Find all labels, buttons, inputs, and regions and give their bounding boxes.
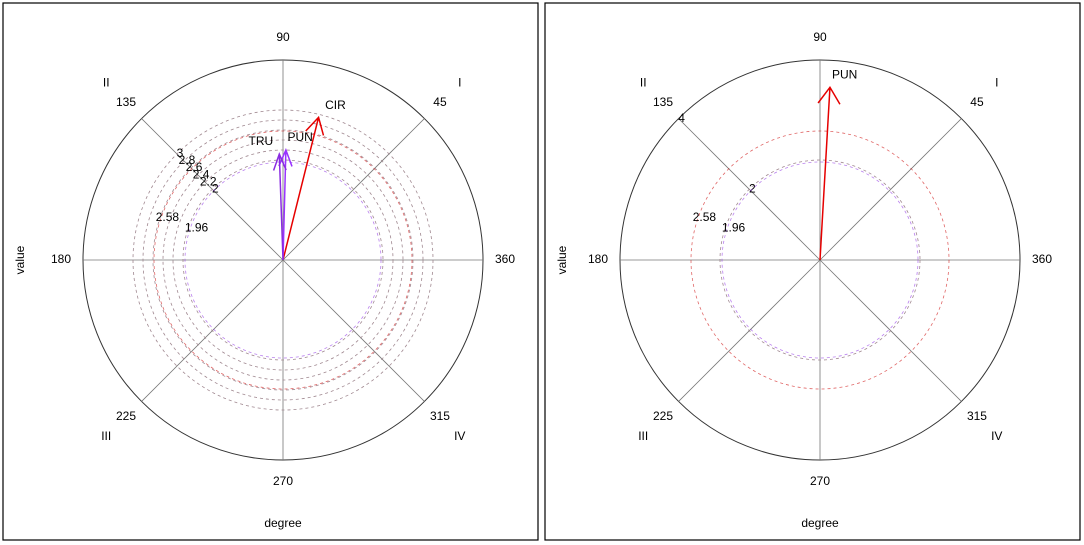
vector-label: PUN (288, 130, 313, 144)
angle-tick-label: 45 (970, 95, 984, 109)
angle-tick-label: 225 (653, 409, 673, 423)
angle-tick-label: 180 (588, 252, 608, 266)
angle-tick-label: 45 (433, 95, 447, 109)
grid-circle (719, 159, 921, 361)
quadrant-label: I (995, 75, 998, 89)
angle-tick-label: 270 (810, 474, 830, 488)
grid-circle (152, 129, 414, 391)
angle-tick-label: 360 (1032, 252, 1052, 266)
angle-tick-label: 315 (967, 409, 987, 423)
reference-circle (184, 161, 382, 359)
r-tick-label: 4 (678, 111, 685, 125)
angle-tick-label: 90 (276, 30, 290, 44)
y-axis-label: value (13, 245, 27, 274)
quadrant-label: III (638, 429, 648, 443)
angle-tick-label: 135 (653, 95, 673, 109)
vector-label: TRU (249, 134, 274, 148)
grid-circle (142, 119, 424, 401)
angle-tick-label: 135 (116, 95, 136, 109)
panel-frame (2, 2, 539, 541)
reference-circle (153, 130, 413, 390)
r-tick-label: 3 (177, 146, 184, 160)
reference-circle (721, 161, 919, 359)
r-tick-label: 2.4 (193, 167, 210, 181)
quadrant-label: II (640, 75, 647, 89)
reference-label: 1.96 (722, 221, 746, 235)
angle-tick-label: 90 (813, 30, 827, 44)
r-tick-label: 2.6 (186, 160, 203, 174)
r-tick-label: 2 (212, 181, 219, 195)
quadrant-label: III (101, 429, 111, 443)
r-tick-label: 2.2 (200, 174, 217, 188)
reference-label: 1.96 (185, 221, 209, 235)
angle-tick-label: 180 (51, 252, 71, 266)
vector-arrow (272, 151, 287, 261)
quadrant-label: I (458, 75, 461, 89)
vector-arrow (817, 85, 841, 261)
grid-circle (172, 149, 394, 371)
x-axis-label: degree (264, 516, 302, 530)
quadrant-label: II (103, 75, 110, 89)
panel-frame (544, 2, 1081, 541)
angle-tick-label: 270 (273, 474, 293, 488)
vector-label: CIR (325, 98, 346, 112)
y-axis-label: value (555, 245, 569, 274)
x-axis-label: degree (801, 516, 839, 530)
grid-circle (182, 159, 384, 361)
vector-arrow (282, 115, 325, 261)
quadrant-label: IV (454, 429, 465, 443)
r-tick-label: 2.8 (179, 153, 196, 167)
reference-circle (690, 130, 950, 390)
r-tick-label: 2 (749, 181, 756, 195)
reference-label: 2.58 (693, 210, 717, 224)
angle-tick-label: 315 (430, 409, 450, 423)
quadrant-label: IV (991, 429, 1002, 443)
grid-circle (162, 139, 404, 381)
grid-circle (132, 109, 434, 411)
angle-tick-label: 360 (495, 252, 515, 266)
reference-label: 2.58 (156, 210, 180, 224)
angle-tick-label: 225 (116, 409, 136, 423)
vector-label: PUN (832, 67, 857, 81)
